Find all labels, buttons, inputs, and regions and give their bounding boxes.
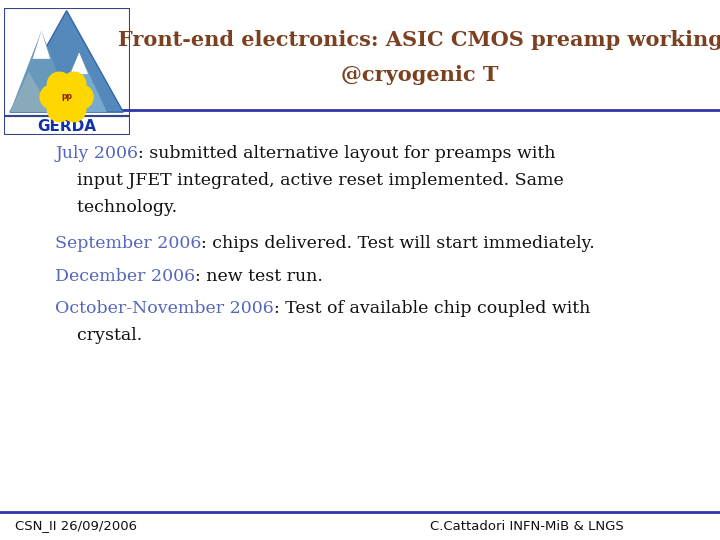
Circle shape xyxy=(62,98,86,122)
Circle shape xyxy=(48,98,71,122)
Text: Front-end electronics: ASIC CMOS preamp working: Front-end electronics: ASIC CMOS preamp … xyxy=(117,30,720,50)
Circle shape xyxy=(48,72,71,96)
Text: @cryogenic T: @cryogenic T xyxy=(341,65,499,85)
Circle shape xyxy=(62,72,86,96)
Circle shape xyxy=(69,85,93,109)
Text: pp: pp xyxy=(61,92,72,102)
Text: : chips delivered. Test will start immediately.: : chips delivered. Test will start immed… xyxy=(202,235,595,252)
Text: CSN_II 26/09/2006: CSN_II 26/09/2006 xyxy=(15,519,137,532)
Polygon shape xyxy=(10,71,52,112)
Text: input JFET integrated, active reset implemented. Same: input JFET integrated, active reset impl… xyxy=(55,172,564,189)
Text: September 2006: September 2006 xyxy=(55,235,202,252)
Text: GERDA: GERDA xyxy=(37,119,96,133)
Text: C.Cattadori INFN-MiB & LNGS: C.Cattadori INFN-MiB & LNGS xyxy=(430,519,624,532)
Text: : submitted alternative layout for preamps with: : submitted alternative layout for pream… xyxy=(138,145,556,162)
Polygon shape xyxy=(10,31,73,112)
Bar xyxy=(4,116,130,135)
Circle shape xyxy=(55,85,78,109)
Polygon shape xyxy=(10,11,123,112)
Text: technology.: technology. xyxy=(55,199,177,216)
Bar xyxy=(4,8,130,116)
Text: : new test run.: : new test run. xyxy=(195,268,323,285)
Text: October-November 2006: October-November 2006 xyxy=(55,300,274,317)
Text: December 2006: December 2006 xyxy=(55,268,195,285)
Text: July 2006: July 2006 xyxy=(55,145,138,162)
Polygon shape xyxy=(71,52,88,74)
Polygon shape xyxy=(52,52,107,112)
Text: crystal.: crystal. xyxy=(55,327,143,344)
Circle shape xyxy=(40,85,64,109)
Polygon shape xyxy=(32,31,50,59)
Text: : Test of available chip coupled with: : Test of available chip coupled with xyxy=(274,300,590,317)
